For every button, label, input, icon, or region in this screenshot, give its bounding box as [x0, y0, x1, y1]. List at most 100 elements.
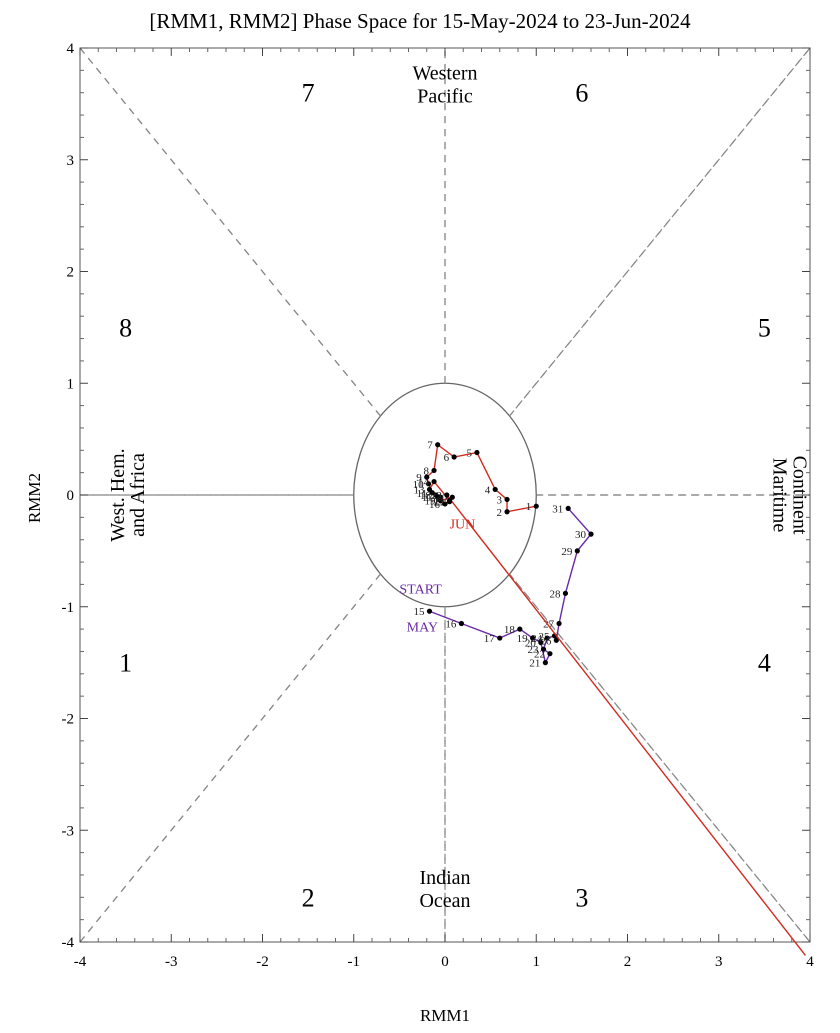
day-label: 17 [484, 633, 496, 645]
day-label: 16 [429, 499, 441, 511]
data-point [458, 620, 465, 627]
day-label: 25 [539, 631, 551, 643]
y-tick-label: -3 [62, 823, 75, 839]
data-point [538, 639, 544, 646]
day-label: 8 [424, 465, 430, 477]
day-label: 3 [497, 494, 503, 506]
data-point [426, 486, 433, 493]
day-label: 13 [413, 484, 425, 496]
x-tick-label: 3 [715, 954, 723, 970]
data-point [504, 496, 510, 503]
path-annotation: MAY [407, 620, 438, 635]
x-tick-label: -1 [348, 954, 361, 970]
data-point [431, 478, 437, 485]
data-point [544, 635, 550, 641]
data-point [433, 492, 439, 498]
data-point [446, 499, 453, 505]
phase-number-label: 7 [302, 79, 315, 108]
phase-number-label: 6 [575, 79, 588, 108]
y-tick-label: 3 [67, 153, 75, 169]
day-label: 27 [543, 619, 555, 631]
day-label: 21 [434, 497, 445, 509]
y-axis-label: RMM2 [25, 473, 44, 523]
y-tick-label: -2 [62, 712, 75, 728]
phase-lines-outside-circle [79, 47, 811, 943]
data-point [542, 660, 548, 666]
data-point [425, 481, 432, 487]
day-label: 7 [427, 440, 433, 452]
region-label-right: Continent [789, 456, 811, 535]
data-point [504, 509, 510, 515]
x-tick-label: 4 [806, 954, 814, 970]
day-label: 24 [531, 633, 543, 645]
day-label: 16 [445, 619, 457, 631]
region-label-bottom: Indian [419, 867, 470, 889]
day-label: 28 [549, 588, 561, 600]
day-label: 9 [416, 472, 422, 484]
phase-number-label: 8 [119, 313, 132, 342]
day-label: 1 [526, 501, 532, 513]
series-jun: 12345678910111213141516171819202122 [413, 440, 806, 956]
day-label: 6 [444, 452, 450, 464]
day-label: 17 [422, 492, 434, 504]
region-label-bottom: Ocean [419, 890, 470, 912]
diagonal-segment [79, 47, 381, 417]
data-point [540, 646, 547, 652]
data-point [562, 590, 569, 596]
day-label: 19 [424, 496, 436, 508]
diagonal-segment [509, 573, 811, 943]
day-label: 10 [413, 479, 425, 491]
data-point [435, 442, 441, 448]
data-point [565, 505, 571, 512]
y-tick-label: -4 [62, 935, 75, 951]
data-series: 1516171819202122232425262728293031123456… [413, 440, 806, 956]
data-point [474, 449, 480, 456]
data-point [444, 492, 450, 498]
day-label: 19 [517, 633, 529, 645]
day-label: 31 [552, 503, 563, 515]
region-label-left: and Africa [127, 453, 149, 537]
y-tick-label: 4 [67, 41, 75, 57]
path-annotation: JUN [450, 518, 476, 533]
day-label: 18 [504, 624, 516, 636]
data-point [553, 637, 559, 643]
day-label: 4 [485, 484, 491, 496]
day-label: 11 [417, 488, 428, 500]
data-point [492, 486, 498, 493]
diagonal-segment [79, 573, 381, 943]
y-tick-label: 1 [67, 376, 75, 392]
day-label: 14 [418, 477, 430, 489]
phase-number-label: 4 [758, 649, 771, 678]
y-tick-label: -1 [62, 600, 75, 616]
x-tick-label: 0 [441, 954, 449, 970]
day-label: 20 [525, 638, 537, 650]
data-point [588, 531, 594, 537]
data-point [530, 635, 536, 641]
data-point [556, 620, 562, 627]
x-tick-label: -4 [74, 954, 87, 970]
data-point [442, 501, 448, 507]
data-point [431, 467, 437, 474]
day-label: 22 [431, 490, 442, 502]
phase-number-label: 1 [119, 649, 132, 678]
x-tick-label: 1 [533, 954, 541, 970]
x-tick-label: -2 [256, 954, 269, 970]
data-point [449, 494, 455, 500]
day-label: 12 [424, 492, 435, 504]
data-point [547, 651, 553, 657]
diagonal-segment [509, 47, 811, 417]
region-label-top: Pacific [417, 85, 473, 107]
data-point [497, 635, 503, 641]
chart-title: [RMM1, RMM2] Phase Space for 15-May-2024… [149, 9, 691, 33]
day-label: 21 [529, 658, 540, 670]
day-label: 29 [561, 546, 573, 558]
day-label: 18 [420, 490, 432, 502]
region-label-right: Maritime [769, 458, 791, 533]
x-tick-label: -3 [165, 954, 178, 970]
data-point [451, 454, 457, 460]
day-label: 15 [413, 606, 425, 618]
